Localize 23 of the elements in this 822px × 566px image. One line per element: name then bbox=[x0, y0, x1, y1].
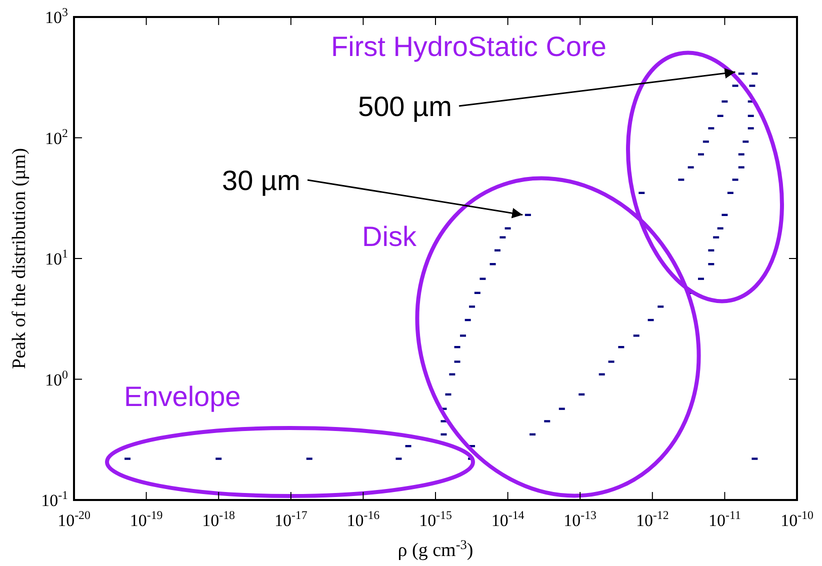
annotation: 30 µm bbox=[222, 165, 300, 196]
x-tick-label: 10$^{-11}$ bbox=[708, 508, 741, 530]
x-tick-label: 10$^{-12}$ bbox=[636, 508, 669, 530]
x-tick-label: 10$^{-16}$ bbox=[346, 508, 380, 530]
x-tick-label: 10$^{-14}$ bbox=[491, 508, 524, 530]
x-tick-label: 10$^{-10}$ bbox=[780, 508, 814, 530]
y-tick-label: 10$^{1}$ bbox=[45, 246, 68, 268]
x-tick-label: 10$^{-19}$ bbox=[130, 508, 163, 530]
x-tick-label: 10$^{-20}$ bbox=[58, 508, 90, 530]
annotation: 500 µm bbox=[358, 91, 452, 122]
y-tick-label: 10$^{3}$ bbox=[45, 5, 68, 27]
x-tick-label: 10$^{-13}$ bbox=[564, 508, 597, 530]
annotation: First HydroStatic Core bbox=[331, 31, 606, 62]
annotation: Disk bbox=[362, 221, 418, 252]
annotation: Envelope bbox=[124, 381, 241, 412]
y-tick-label: 10$^{2}$ bbox=[45, 126, 68, 148]
y-tick-label: 10$^{-1}$ bbox=[41, 488, 68, 510]
x-tick-label: 10$^{-15}$ bbox=[419, 508, 452, 530]
y-axis-title: Peak of the distribution (µm) bbox=[9, 148, 30, 369]
y-tick-label: 10$^{0}$ bbox=[45, 367, 68, 390]
x-axis-title: ρ (g cm$^{-3}$) bbox=[398, 536, 474, 561]
x-tick-label: 10$^{-17}$ bbox=[274, 508, 308, 530]
x-tick-label: 10$^{-18}$ bbox=[202, 508, 236, 530]
